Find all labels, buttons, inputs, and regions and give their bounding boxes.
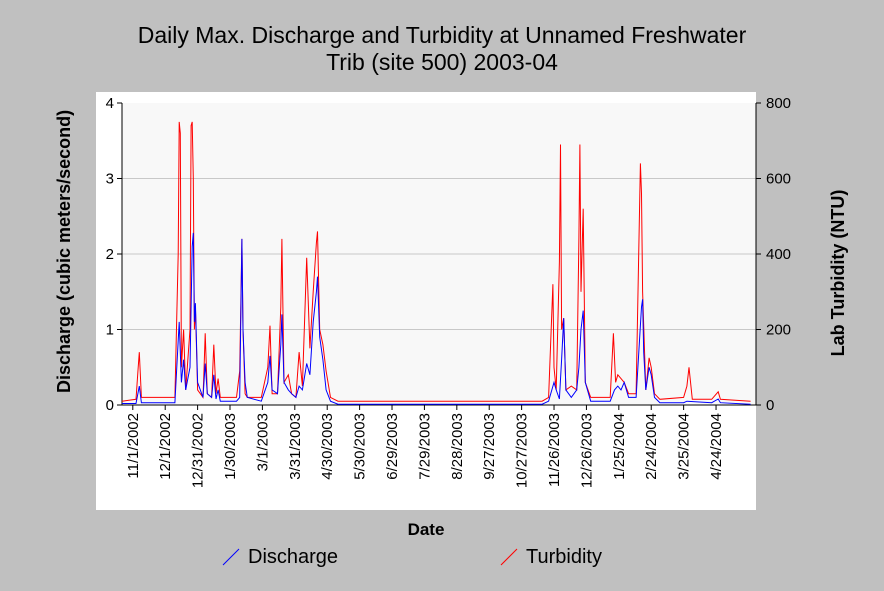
legend-discharge: Discharge bbox=[222, 545, 338, 569]
x-tick-label: 1/25/2004 bbox=[611, 413, 628, 480]
x-tick-label: 3/1/2003 bbox=[254, 413, 271, 471]
x-tick-label: 1/30/2003 bbox=[222, 413, 239, 480]
x-tick-label: 3/25/2004 bbox=[676, 413, 693, 480]
series-line-discharge bbox=[122, 232, 751, 405]
x-axis-label: Date bbox=[407, 520, 445, 539]
x-tick-label: 11/26/2003 bbox=[546, 413, 563, 487]
x-tick-label: 7/29/2003 bbox=[416, 413, 433, 480]
x-tick-label: 11/1/2002 bbox=[125, 413, 142, 479]
x-tick-label: 5/30/2003 bbox=[352, 413, 369, 480]
legend-discharge-label: Discharge bbox=[248, 545, 339, 568]
y-right-tick-label: 400 bbox=[766, 246, 791, 263]
legend-turbidity: Turbidity bbox=[500, 545, 602, 569]
y-right-tick-label: 800 bbox=[766, 95, 791, 112]
chart-title-line-1: Daily Max. Discharge and Turbidity at Un… bbox=[137, 22, 747, 48]
y-left-tick-label: 4 bbox=[106, 95, 114, 112]
y-left-tick-label: 2 bbox=[106, 246, 114, 263]
x-tick-label: 6/29/2003 bbox=[384, 413, 401, 480]
x-tick-label: 4/24/2004 bbox=[708, 413, 725, 480]
y-left-tick-label: 3 bbox=[106, 171, 114, 188]
chart-title-line-2: Trib (site 500) 2003-04 bbox=[326, 49, 558, 75]
x-tick-label: 8/28/2003 bbox=[449, 413, 466, 480]
y-axis-right-label: Lab Turbidity (NTU) bbox=[828, 189, 848, 357]
x-tick-label: 12/31/2002 bbox=[190, 413, 207, 488]
y-right-tick-label: 600 bbox=[766, 171, 791, 188]
y-left-tick-label: 0 bbox=[106, 397, 114, 414]
legend-discharge-swatch-icon bbox=[222, 548, 240, 566]
y-right-tick-label: 200 bbox=[766, 322, 791, 339]
x-tick-label: 12/1/2002 bbox=[157, 413, 174, 480]
y-left-tick-label: 1 bbox=[106, 322, 114, 339]
chart-title: Daily Max. Discharge and Turbidity at Un… bbox=[0, 22, 884, 76]
legend-turbidity-swatch-icon bbox=[500, 548, 518, 566]
x-tick-label: 12/26/2003 bbox=[578, 413, 595, 488]
x-tick-label: 2/24/2004 bbox=[643, 413, 660, 480]
legend-turbidity-label: Turbidity bbox=[526, 545, 602, 568]
x-tick-label: 10/27/2003 bbox=[514, 413, 531, 488]
y-axis-left-label: Discharge (cubic meters/second) bbox=[54, 109, 74, 393]
y-right-tick-label: 0 bbox=[766, 397, 774, 414]
x-tick-label: 3/31/2003 bbox=[287, 413, 304, 480]
series-line-turbidity bbox=[122, 121, 751, 402]
x-tick-label: 4/30/2003 bbox=[319, 413, 336, 480]
x-tick-label: 9/27/2003 bbox=[481, 413, 498, 480]
